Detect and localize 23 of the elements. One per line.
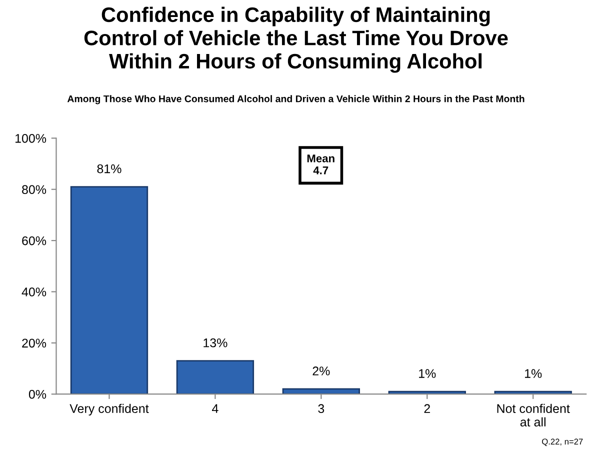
data-label: 1% xyxy=(419,369,436,378)
annotation: Mean xyxy=(307,154,334,162)
x-tick-label: Very confident xyxy=(70,404,149,416)
chart-title: Confidence in Capability of Maintaining Control of Vehicle the Last Time You Drove Within 2 Hours of Consuming Alcohol xyxy=(84,6,508,73)
y-tick-label: 100% xyxy=(16,134,46,143)
data-label: 1% xyxy=(525,369,542,378)
data-label: 81% xyxy=(97,164,122,174)
y-tick-label: 60% xyxy=(22,236,46,246)
chart-subtitle: Among Those Who Have Consumed Alcohol and Driven a Vehicle Within 2 Hours in the Past Month xyxy=(67,95,524,104)
text: Q.22, n=27 xyxy=(542,438,583,446)
y-tick-label: 40% xyxy=(22,288,46,296)
annotation: 4.7 xyxy=(313,166,328,174)
x-tick-label: 2 xyxy=(424,404,430,413)
data-label: 13% xyxy=(204,338,228,348)
y-tick-label: 80% xyxy=(22,185,46,194)
x-tick-label: 3 xyxy=(318,404,324,414)
x-tick-label: 4 xyxy=(212,404,218,413)
x-tick-label: Not confident at all xyxy=(497,404,570,426)
bar xyxy=(176,360,254,394)
y-tick-label: 20% xyxy=(22,338,46,348)
y-tick-label: 0% xyxy=(28,390,46,399)
data-label: 2% xyxy=(312,366,330,376)
bar xyxy=(70,186,148,394)
